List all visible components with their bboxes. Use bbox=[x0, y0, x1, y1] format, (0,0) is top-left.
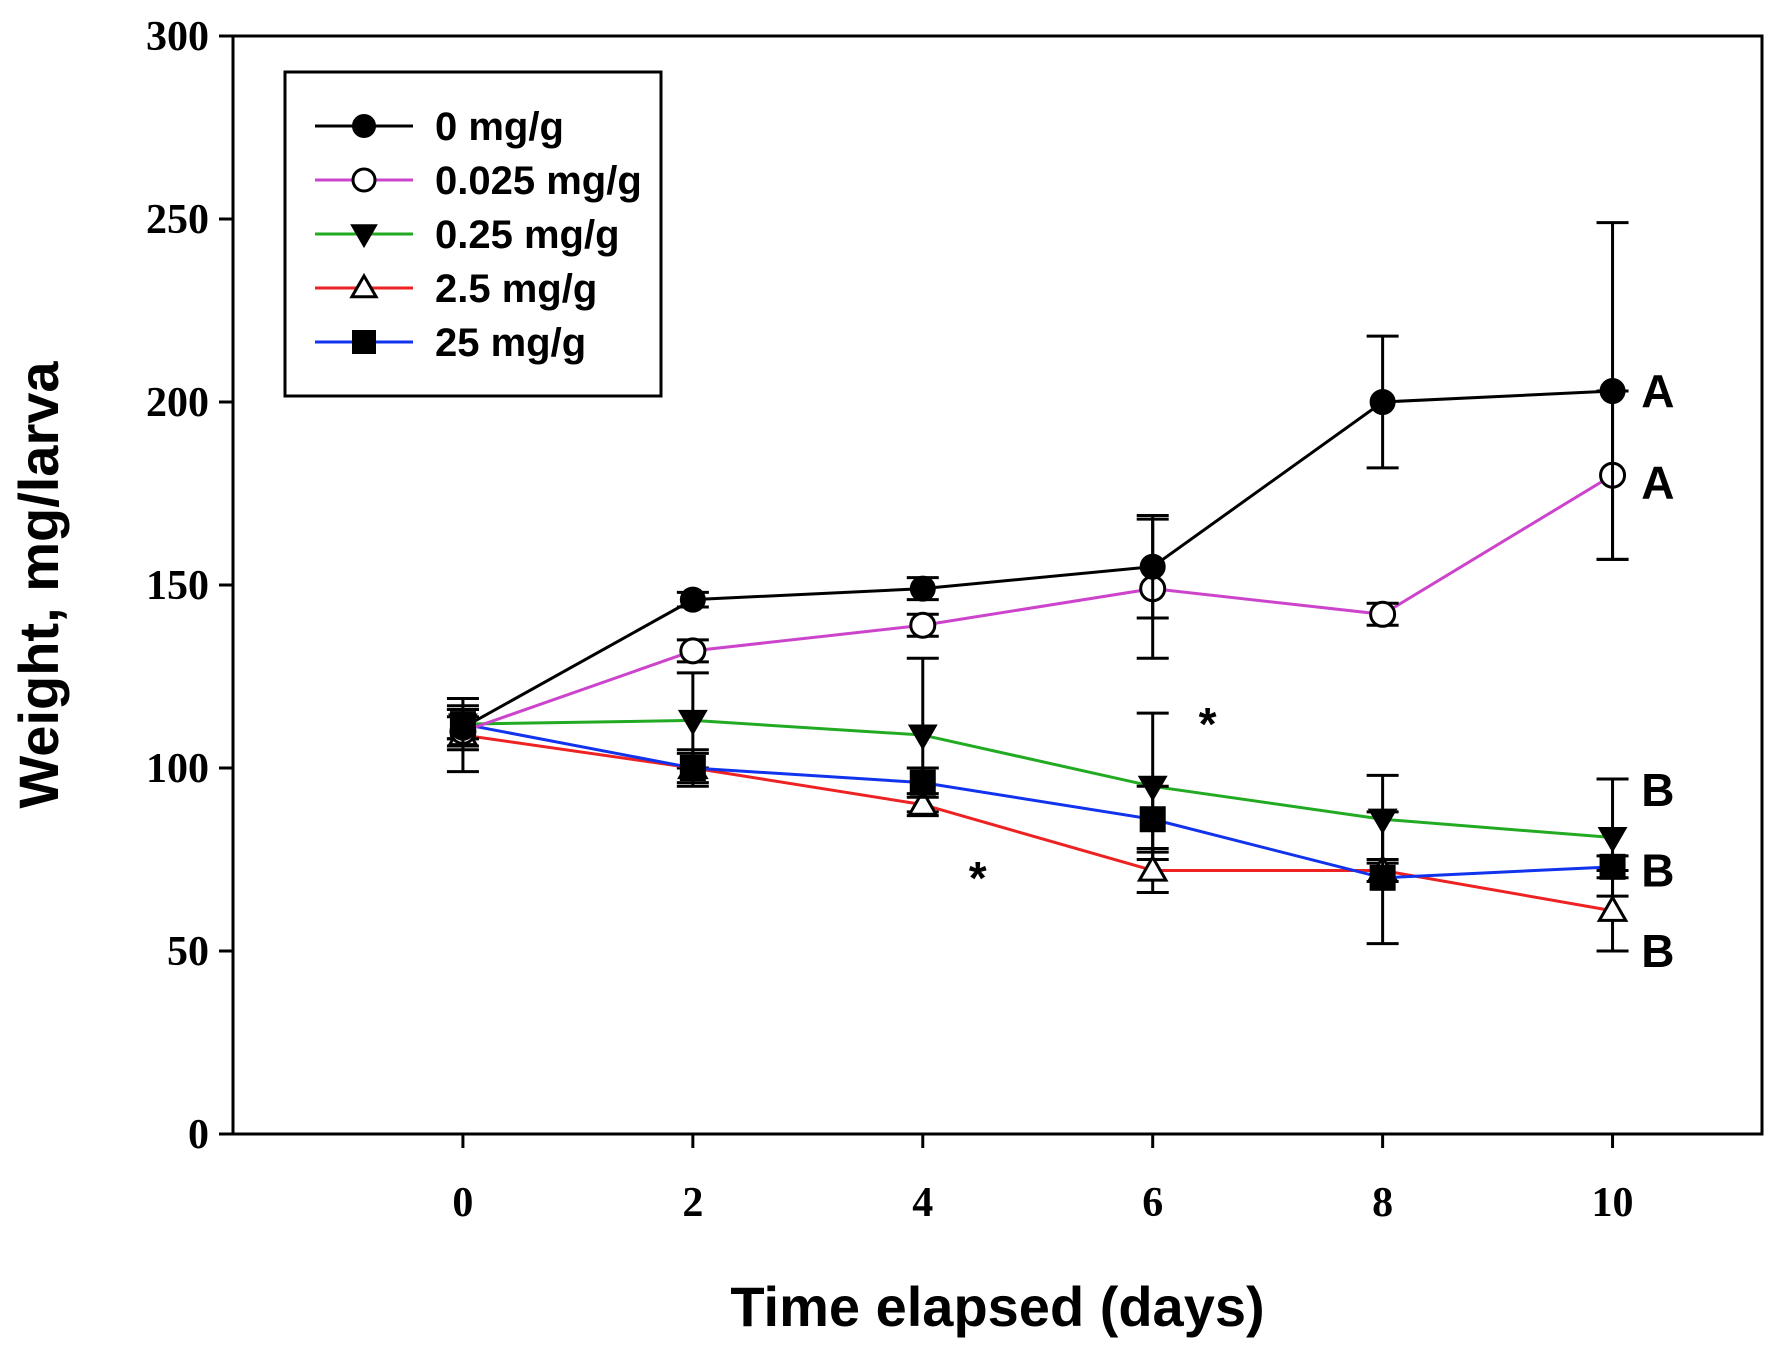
legend-item: 0 mg/g bbox=[315, 105, 564, 149]
x-tick-label: 8 bbox=[1372, 1180, 1393, 1226]
series-layer bbox=[446, 221, 1629, 953]
data-point bbox=[909, 575, 936, 602]
data-point bbox=[1139, 806, 1166, 833]
data-point bbox=[351, 167, 377, 193]
data-point bbox=[906, 788, 939, 816]
data-point bbox=[1597, 826, 1628, 853]
annotation-label: B bbox=[1641, 844, 1674, 896]
legend-item: 0.25 mg/g bbox=[315, 213, 620, 257]
y-tick-label: 50 bbox=[167, 929, 209, 975]
data-point bbox=[679, 755, 706, 781]
legend: 0 mg/g 0.025 mg/g 0.25 mg/g 2.5 mg/g 25 mg/g bbox=[283, 70, 663, 398]
series-0 bbox=[446, 221, 1629, 752]
data-point bbox=[679, 637, 707, 665]
data-point bbox=[677, 709, 708, 736]
x-tick-label: 6 bbox=[1142, 1180, 1163, 1226]
data-point bbox=[1599, 853, 1626, 880]
data-point bbox=[1599, 378, 1626, 405]
annotation-label: B bbox=[1641, 764, 1674, 816]
data-point bbox=[352, 330, 376, 354]
x-tick-label: 0 bbox=[452, 1180, 473, 1226]
annotation-label: B bbox=[1641, 925, 1674, 977]
annotation-label: * bbox=[969, 852, 987, 904]
annotation-label: A bbox=[1641, 457, 1674, 509]
legend-item: 0.025 mg/g bbox=[315, 159, 642, 203]
y-tick-label: 300 bbox=[146, 14, 209, 60]
y-tick-label: 150 bbox=[146, 563, 209, 609]
y-tick-label: 100 bbox=[146, 746, 209, 792]
annotation-label: A bbox=[1641, 365, 1674, 417]
series-4 bbox=[446, 707, 1629, 946]
data-point bbox=[1596, 894, 1629, 922]
data-point bbox=[909, 611, 937, 639]
y-tick-label: 200 bbox=[146, 380, 209, 426]
series-line bbox=[462, 473, 1614, 733]
legend-label: 25 mg/g bbox=[435, 321, 586, 365]
data-point bbox=[1369, 389, 1396, 415]
y-axis: 0 50 100 150 200 250 300 bbox=[146, 14, 233, 1158]
x-tick-label: 4 bbox=[912, 1180, 933, 1226]
y-tick-label: 250 bbox=[146, 197, 209, 243]
data-point bbox=[352, 114, 376, 138]
data-point bbox=[907, 724, 938, 751]
data-point bbox=[1369, 864, 1396, 891]
legend-label: 0 mg/g bbox=[435, 105, 564, 149]
legend-item: 2.5 mg/g bbox=[315, 267, 597, 311]
data-point bbox=[909, 769, 936, 796]
y-tick-label: 0 bbox=[188, 1112, 209, 1158]
data-point bbox=[1139, 553, 1166, 580]
data-point bbox=[1136, 854, 1169, 882]
x-axis-title: Time elapsed (days) bbox=[730, 1275, 1264, 1338]
x-tick-label: 10 bbox=[1592, 1180, 1634, 1226]
series-line bbox=[462, 718, 1613, 840]
legend-label: 0.25 mg/g bbox=[435, 213, 620, 257]
data-point bbox=[350, 224, 378, 249]
data-point bbox=[349, 272, 379, 299]
series-line bbox=[462, 722, 1613, 880]
annotation-label: * bbox=[1199, 698, 1217, 750]
data-point bbox=[449, 714, 476, 741]
x-tick-label: 2 bbox=[682, 1180, 703, 1226]
x-axis: 0 2 4 6 8 10 bbox=[452, 1134, 1634, 1226]
legend-label: 0.025 mg/g bbox=[435, 159, 642, 203]
data-point bbox=[1369, 600, 1397, 628]
legend-label: 2.5 mg/g bbox=[435, 267, 597, 311]
data-point bbox=[679, 586, 706, 613]
legend-item: 25 mg/g bbox=[315, 321, 586, 365]
series-line bbox=[462, 389, 1613, 730]
y-axis-title: Weight, mg/larva bbox=[7, 361, 70, 809]
